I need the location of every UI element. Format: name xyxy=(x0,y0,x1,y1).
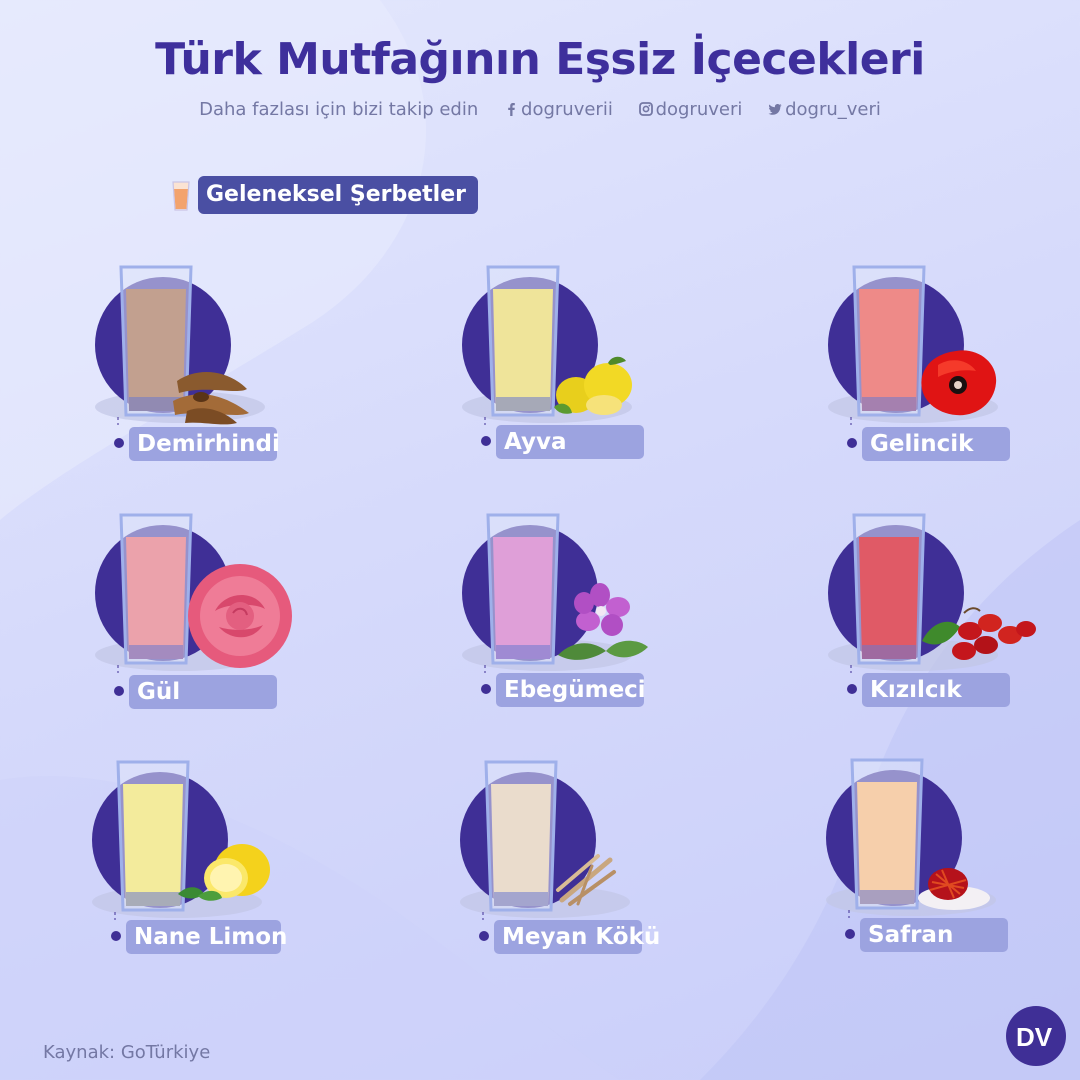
drink-label: Demirhindi xyxy=(129,427,280,461)
cornelian-cherry-icon xyxy=(922,607,1036,660)
bullet-dot xyxy=(481,436,491,446)
drink-label: Ebegümeci xyxy=(496,673,646,707)
logo-text: DV xyxy=(1016,1022,1053,1052)
drink-card-meyan-koku: Meyan Kökü xyxy=(460,760,720,990)
facebook-handle: dogruverii xyxy=(521,99,613,120)
drink-label: Gelincik xyxy=(862,427,1010,461)
drink-label: Safran xyxy=(860,918,1008,952)
bullet-dot xyxy=(114,438,124,448)
liquid-fill xyxy=(123,784,183,906)
twitter-icon xyxy=(768,104,782,115)
drink-illustration xyxy=(462,265,632,425)
mallow-flower-icon xyxy=(558,583,648,660)
bullet-dot xyxy=(114,686,124,696)
category-label: Geleneksel Şerbetler xyxy=(198,176,478,214)
poppy-icon xyxy=(921,350,997,416)
drink-card-safran: Safran xyxy=(826,758,1080,988)
liquid-fill xyxy=(126,537,186,659)
drink-card-kizilcik: Kızılcık xyxy=(828,513,1080,743)
liquid-fill xyxy=(491,784,551,906)
bullet-dot xyxy=(847,684,857,694)
page-title: Türk Mutfağının Eşsiz İçecekleri xyxy=(155,34,925,85)
licorice-root-icon xyxy=(556,854,616,906)
drink-card-demirhindi: Demirhindi xyxy=(95,265,355,495)
drink-card-ayva: Ayva xyxy=(462,265,722,495)
dv-logo: DV xyxy=(1006,1006,1066,1066)
drink-label: Meyan Kökü xyxy=(494,920,660,954)
quince-icon xyxy=(554,356,632,415)
saffron-icon xyxy=(918,868,990,910)
facebook-icon xyxy=(508,103,515,116)
liquid-fill xyxy=(493,537,553,659)
facebook-link[interactable]: dogruverii xyxy=(504,99,613,120)
drink-card-ebegumeci: Ebegümeci xyxy=(462,513,722,743)
drink-label: Nane Limon xyxy=(126,920,287,954)
liquid-fill xyxy=(126,289,186,411)
drink-illustration xyxy=(460,760,630,920)
bullet-dot xyxy=(845,929,855,939)
twitter-link[interactable]: dogru_veri xyxy=(768,99,881,120)
drink-label: Kızılcık xyxy=(862,673,1010,707)
follow-text: Daha fazlası için bizi takip edin xyxy=(199,99,479,120)
liquid-fill xyxy=(493,289,553,411)
tamarind-icon xyxy=(173,371,249,425)
drink-card-nane-limon: Nane Limon xyxy=(92,760,352,990)
liquid-fill xyxy=(857,782,917,904)
liquid-fill xyxy=(859,537,919,659)
source-text: Kaynak: GoTürkiye xyxy=(43,1042,211,1063)
social-bar: Daha fazlası için bizi takip edin dogruv… xyxy=(0,99,1080,120)
rose-icon xyxy=(188,564,292,668)
instagram-link[interactable]: dogruveri xyxy=(638,99,743,120)
instagram-icon xyxy=(638,102,653,116)
bullet-dot xyxy=(479,931,489,941)
drink-card-gul: Gül xyxy=(95,513,355,743)
bullet-dot xyxy=(111,931,121,941)
liquid-fill xyxy=(859,289,919,411)
bullet-dot xyxy=(481,684,491,694)
drink-illustration xyxy=(828,513,998,673)
twitter-handle: dogru_veri xyxy=(785,99,881,120)
lemon-mint-icon xyxy=(178,844,270,901)
drink-label: Ayva xyxy=(496,425,644,459)
juice-glass-icon xyxy=(172,181,190,211)
drink-card-gelincik: Gelincik xyxy=(828,265,1080,495)
bullet-dot xyxy=(847,438,857,448)
drink-label: Gül xyxy=(129,675,277,709)
instagram-handle: dogruveri xyxy=(655,99,743,120)
